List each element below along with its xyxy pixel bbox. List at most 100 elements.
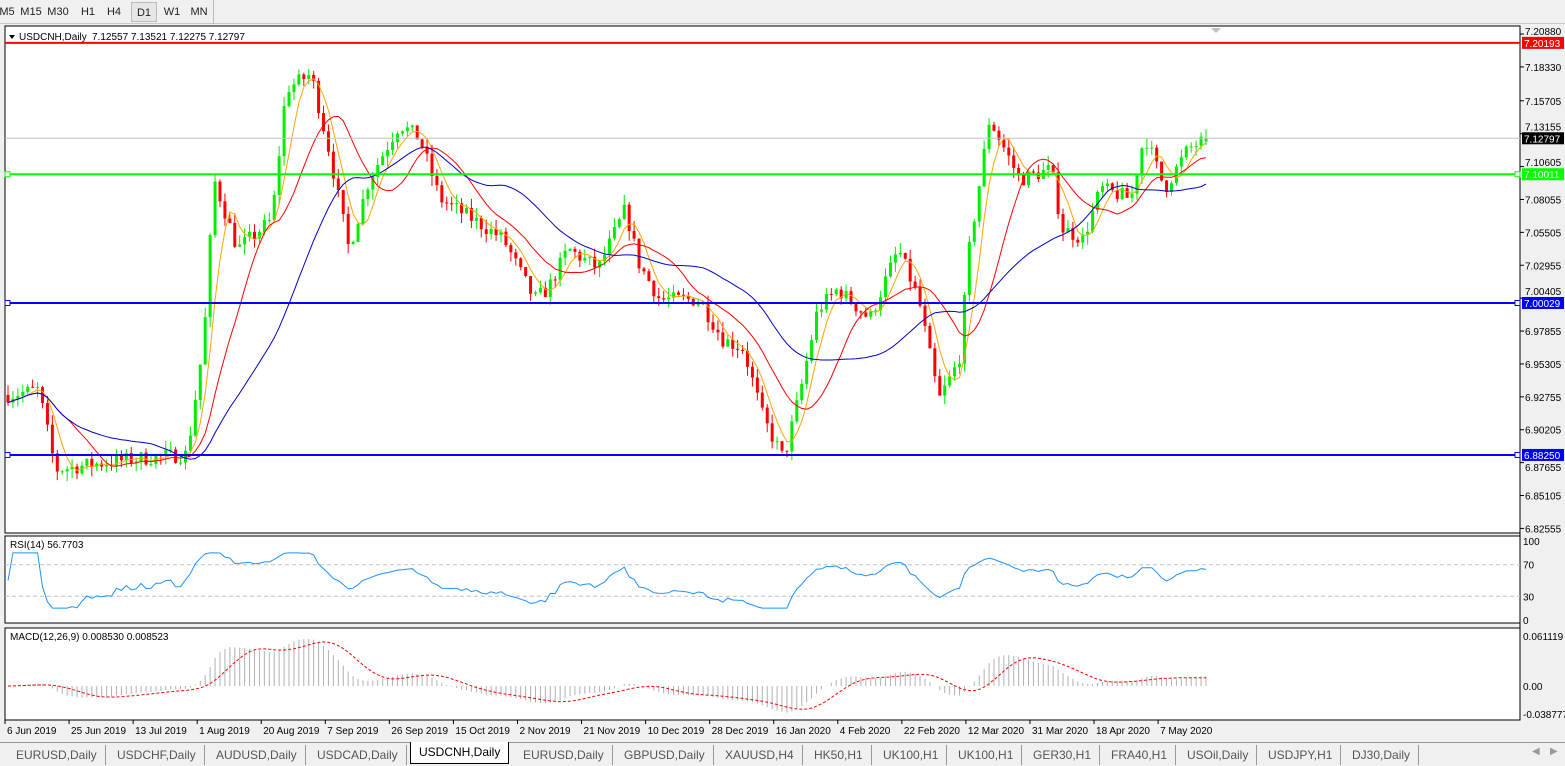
candle-body — [430, 153, 434, 177]
candle-body — [267, 219, 271, 221]
candle-body — [464, 207, 468, 214]
candle-body — [50, 424, 54, 454]
candle-body — [992, 124, 996, 131]
candle-body — [371, 176, 375, 190]
candle-body — [603, 255, 607, 262]
candle — [277, 146, 281, 206]
candle — [469, 198, 473, 229]
candle-body — [834, 289, 838, 295]
candle-body — [1031, 171, 1035, 173]
rsi-tick-label: 30 — [1523, 592, 1535, 603]
candle — [598, 260, 602, 278]
candle-body — [1002, 139, 1006, 148]
candle-body — [647, 271, 651, 281]
candle — [149, 453, 153, 467]
candle — [898, 243, 902, 258]
price-tick-label: 7.10605 — [1525, 158, 1562, 169]
tab-fra40-h1[interactable]: FRA40,H1 — [1103, 745, 1177, 765]
tab-audusd-daily[interactable]: AUDUSD,Daily — [208, 745, 306, 765]
tab-xauusd-h4[interactable]: XAUUSD,H4 — [717, 745, 803, 765]
candle-body — [1189, 146, 1193, 148]
timeframe-w1[interactable]: W1 — [163, 6, 181, 18]
timeframe-m15[interactable]: M15 — [20, 6, 42, 18]
tab-gbpusd-daily[interactable]: GBPUSD,Daily — [616, 745, 714, 765]
candle — [583, 249, 587, 264]
candle — [228, 213, 232, 224]
date-label: 20 Aug 2019 — [263, 726, 320, 737]
candle-body — [1071, 228, 1075, 240]
candle-body — [943, 385, 947, 396]
tab-hk50-h1[interactable]: HK50,H1 — [806, 745, 872, 765]
candle-body — [1179, 157, 1183, 167]
candle — [676, 290, 680, 296]
candle-body — [953, 367, 957, 377]
candle-body — [302, 74, 306, 80]
candle-body — [1145, 147, 1149, 149]
candle-body — [1036, 172, 1040, 180]
candle-body — [213, 181, 217, 236]
candle-body — [948, 376, 952, 386]
tab-usdcad-daily[interactable]: USDCAD,Daily — [309, 745, 407, 765]
price-tick-label: 6.92755 — [1525, 393, 1562, 404]
line-handle[interactable] — [4, 171, 11, 178]
candle — [479, 215, 483, 238]
tab-uk100-h1[interactable]: UK100,H1 — [875, 745, 948, 765]
tab-eurusd-daily[interactable]: EURUSD,Daily — [8, 745, 106, 765]
collapse-triangle-icon[interactable] — [9, 35, 15, 39]
tab-usdchf-daily[interactable]: USDCHF,Daily — [109, 745, 205, 765]
line-handle[interactable] — [1514, 300, 1521, 306]
candle — [198, 364, 202, 410]
candle — [982, 140, 986, 188]
chart-window[interactable]: 7.20880 7.18330 7.15705 7.13155 7.10605 7.080… — [0, 24, 1565, 742]
candle-body — [824, 294, 828, 310]
candle-body — [662, 298, 666, 300]
timeframe-h1[interactable]: H1 — [80, 6, 96, 18]
candle-body — [686, 295, 690, 299]
line-handle[interactable] — [1514, 451, 1521, 458]
candle — [114, 449, 118, 473]
line-handle[interactable] — [4, 451, 11, 458]
candle — [1189, 142, 1193, 153]
candle-body — [326, 131, 330, 152]
tab-scroll-right-icon[interactable]: ▶ — [1550, 746, 1558, 757]
candle-body — [1150, 147, 1154, 149]
tab-uk100-h1[interactable]: UK100,H1 — [950, 745, 1023, 765]
rsi-line — [7, 552, 1207, 609]
candle-body — [65, 469, 69, 472]
candle — [164, 441, 168, 465]
candle-body — [731, 339, 735, 349]
candle-body — [440, 185, 444, 203]
chart-shift-marker-icon[interactable] — [1211, 28, 1221, 33]
line-handle[interactable] — [4, 300, 11, 306]
candle-body — [1017, 167, 1021, 175]
candle — [188, 426, 192, 454]
candle-body — [1110, 183, 1114, 191]
tab-dj30-daily[interactable]: DJ30,Daily — [1344, 745, 1420, 765]
candle — [928, 322, 932, 349]
tab-ger30-h1[interactable]: GER30,H1 — [1025, 745, 1101, 765]
timeframe-m30[interactable]: M30 — [47, 6, 69, 18]
price-level-tag — [1522, 297, 1564, 309]
timeframe-d1[interactable]: D1 — [131, 2, 157, 22]
line-handle[interactable] — [1514, 171, 1521, 178]
candle-body — [134, 461, 138, 464]
candle-body — [622, 204, 626, 220]
date-label: 18 Apr 2020 — [1096, 726, 1150, 737]
timeframe-mn[interactable]: MN — [190, 6, 208, 18]
tab-usdjpy-h1[interactable]: USDJPY,H1 — [1260, 745, 1342, 765]
candle — [45, 395, 49, 432]
timeframe-h4[interactable]: H4 — [106, 6, 122, 18]
candle-body — [519, 258, 523, 268]
candle-body — [1096, 191, 1100, 211]
candle — [607, 230, 611, 263]
candle-body — [1155, 147, 1159, 162]
tab-usdcnh-daily[interactable]: USDCNH,Daily — [410, 742, 510, 764]
tab-eurusd-daily[interactable]: EURUSD,Daily — [515, 745, 613, 765]
tab-scroll-left-icon[interactable]: ◀ — [1532, 746, 1540, 757]
date-label: 6 Jun 2019 — [7, 726, 57, 737]
candle-body — [568, 248, 572, 251]
timeframe-m5[interactable]: M5 — [0, 6, 15, 18]
candle-body — [1120, 188, 1124, 200]
tab-usoil-daily[interactable]: USOil,Daily — [1179, 745, 1258, 765]
candle-body — [1046, 165, 1050, 170]
